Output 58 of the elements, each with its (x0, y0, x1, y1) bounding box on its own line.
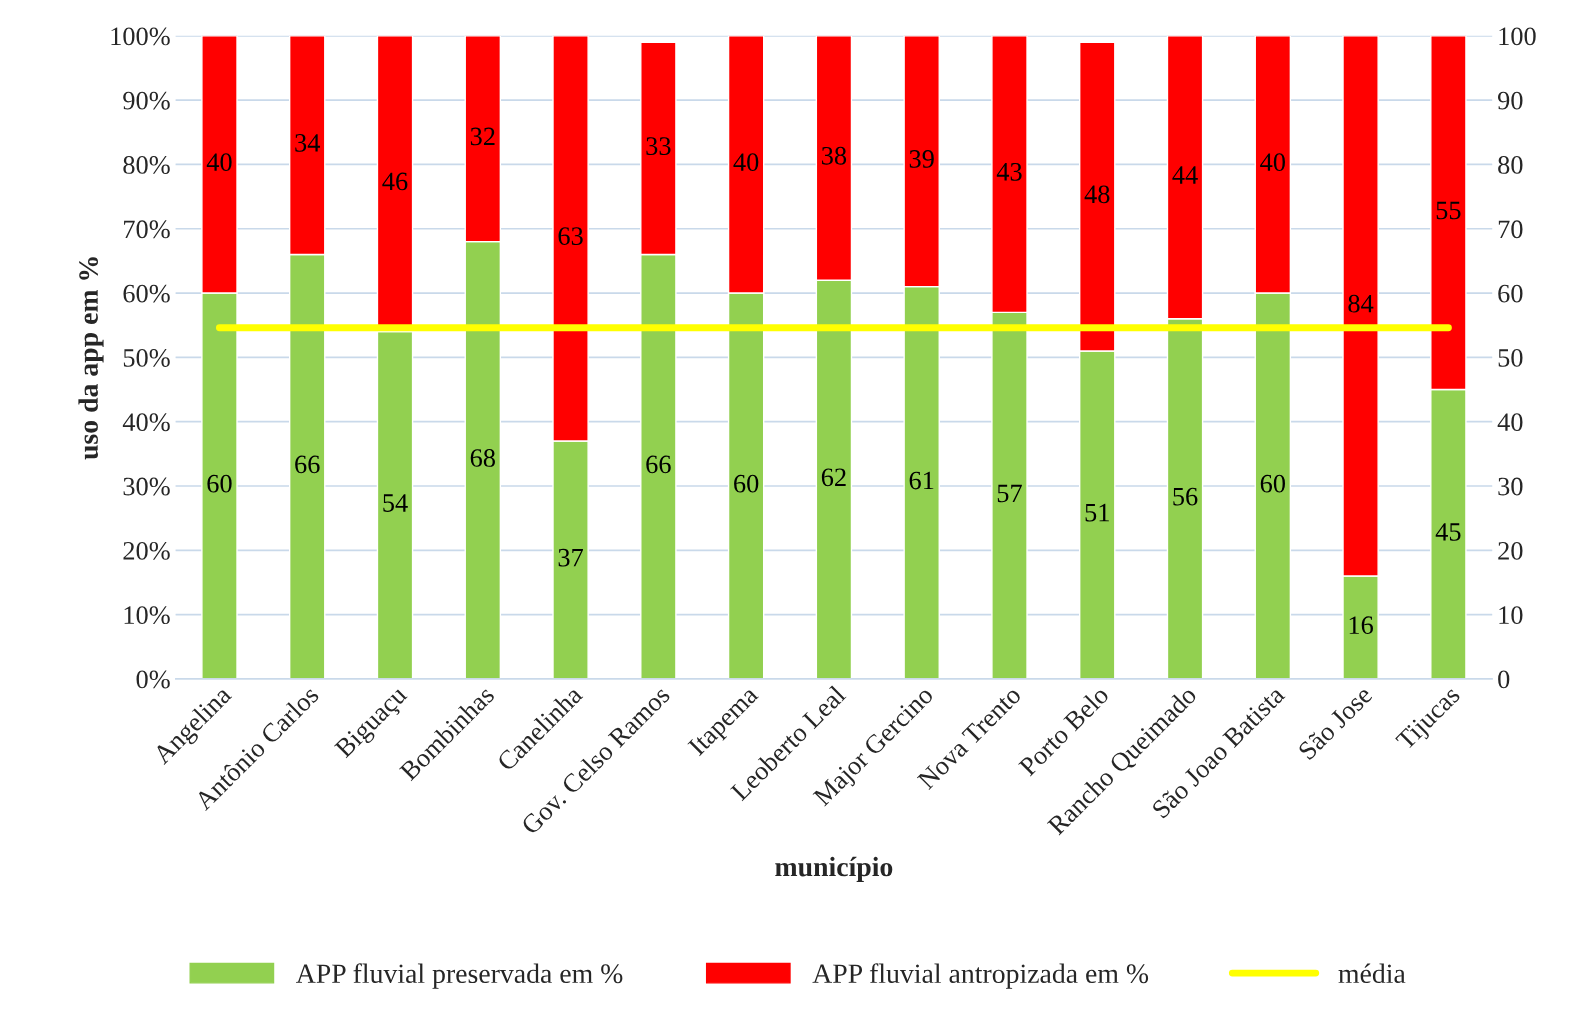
data-label: 33 (646, 137, 671, 155)
y2-tick-label: 70 (1498, 220, 1523, 239)
legend-label: APP fluvial antropizada em % (812, 963, 1149, 989)
data-label: 16 (1349, 616, 1373, 635)
data-label: 60 (1260, 474, 1285, 493)
data-label: 84 (1348, 294, 1374, 313)
data-label: 60 (207, 474, 232, 493)
y-tick-label: 80% (123, 156, 170, 174)
data-label: 57 (997, 484, 1022, 503)
data-label: 40 (1260, 153, 1285, 172)
data-label: 45 (1435, 523, 1461, 541)
y2-tick-label: 10 (1499, 606, 1523, 625)
y-tick-label: 100% (111, 27, 170, 46)
y2-tick-label: 100 (1499, 27, 1536, 46)
y2-tick-label: 0 (1498, 670, 1510, 689)
data-label: 38 (821, 146, 847, 165)
data-label: 68 (470, 449, 495, 467)
y2-tick-label: 60 (1498, 284, 1523, 303)
data-label: 32 (470, 127, 495, 146)
y2-tick-label: 30 (1498, 477, 1523, 496)
data-label: 55 (1436, 201, 1461, 220)
data-label: 44 (1172, 166, 1198, 184)
data-label: 40 (206, 153, 232, 172)
y-tick-label: 50% (123, 348, 170, 367)
data-label: 51 (1085, 503, 1109, 522)
y-tick-label: 10% (124, 606, 170, 625)
y2-tick-label: 40 (1497, 413, 1523, 432)
y-tick-label: 90% (123, 91, 170, 110)
data-label: 40 (733, 153, 759, 172)
data-label: 34 (295, 134, 321, 152)
data-label: 46 (382, 172, 408, 191)
y2-tick-label: 50 (1498, 348, 1523, 367)
data-label: 39 (909, 150, 934, 168)
data-label: 56 (1173, 487, 1198, 506)
legend-label: média (1338, 963, 1406, 984)
data-label: 61 (909, 471, 934, 490)
data-label: 54 (383, 494, 408, 512)
x-tick-label: São Jose (1297, 684, 1374, 761)
y-tick-label: 60% (123, 284, 170, 303)
y-axis-title: uso da app em % (78, 257, 104, 460)
data-label: 48 (1084, 185, 1110, 204)
y-tick-label: 30% (123, 477, 170, 496)
y-tick-label: 70% (124, 220, 170, 239)
y-tick-label: 20% (123, 541, 170, 560)
y2-tick-label: 90 (1497, 91, 1523, 110)
legend-label: APP fluvial preservada em % (296, 963, 623, 989)
x-axis-title: município (775, 856, 893, 882)
data-label: 62 (821, 468, 846, 487)
data-label: 60 (734, 474, 759, 493)
y2-tick-label: 80 (1498, 156, 1523, 174)
data-label: 37 (558, 548, 584, 567)
y-tick-label: 0% (136, 670, 170, 689)
y-tick-label: 40% (122, 413, 170, 432)
data-label: 66 (295, 455, 320, 474)
data-label: 66 (646, 455, 671, 474)
y2-tick-label: 20 (1498, 541, 1523, 560)
data-label: 63 (558, 227, 583, 246)
data-label: 43 (996, 162, 1022, 181)
